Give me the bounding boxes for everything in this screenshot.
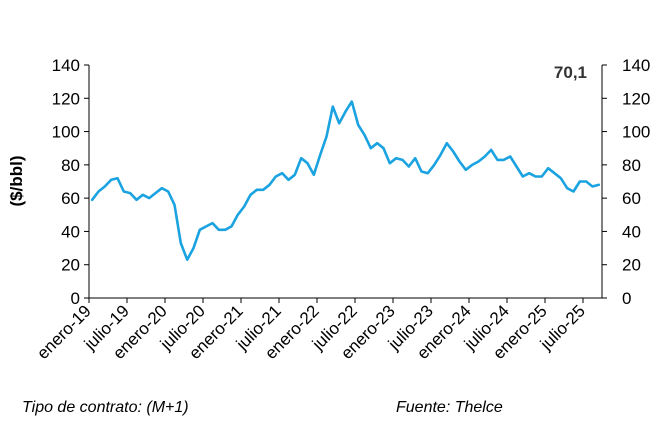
x-axis-ticks: enero-19julio-19enero-20julio-20enero-21… <box>33 298 589 363</box>
axes <box>88 65 603 299</box>
y-tick-label-right: 120 <box>622 89 650 108</box>
y-tick-label-left: 40 <box>61 222 80 241</box>
contract-type-note: Tipo de contrato: (M+1) <box>22 399 189 416</box>
y-tick-label-right: 80 <box>622 156 641 175</box>
last-value-label: 70,1 <box>554 63 587 82</box>
y-tick-label-right: 140 <box>622 56 650 75</box>
y-tick-label-right: 40 <box>622 222 641 241</box>
y-tick-label-left: 120 <box>52 89 80 108</box>
source-note: Fuente: Thelce <box>396 399 503 416</box>
y-tick-label-left: 60 <box>61 189 80 208</box>
y-axis-left-ticks: 0 20 40 60 80 100 120 140 <box>52 56 89 308</box>
y-tick-label-right: 20 <box>622 256 641 275</box>
y-tick-label-left: 100 <box>52 123 80 142</box>
y-axis-label: ($/bbl) <box>7 156 26 207</box>
y-tick-label-left: 140 <box>52 56 80 75</box>
y-tick-label-right: 60 <box>622 189 641 208</box>
y-tick-label-left: 20 <box>61 256 80 275</box>
x-tick-label: enero-19 <box>33 301 95 363</box>
y-axis-right-ticks: 0 20 40 60 80 100 120 140 <box>602 56 650 308</box>
price-series-line <box>90 100 601 261</box>
y-tick-label-left: 80 <box>61 156 80 175</box>
y-tick-label-right: 0 <box>622 289 631 308</box>
y-tick-label-left: 0 <box>71 289 80 308</box>
y-tick-label-right: 100 <box>622 123 650 142</box>
